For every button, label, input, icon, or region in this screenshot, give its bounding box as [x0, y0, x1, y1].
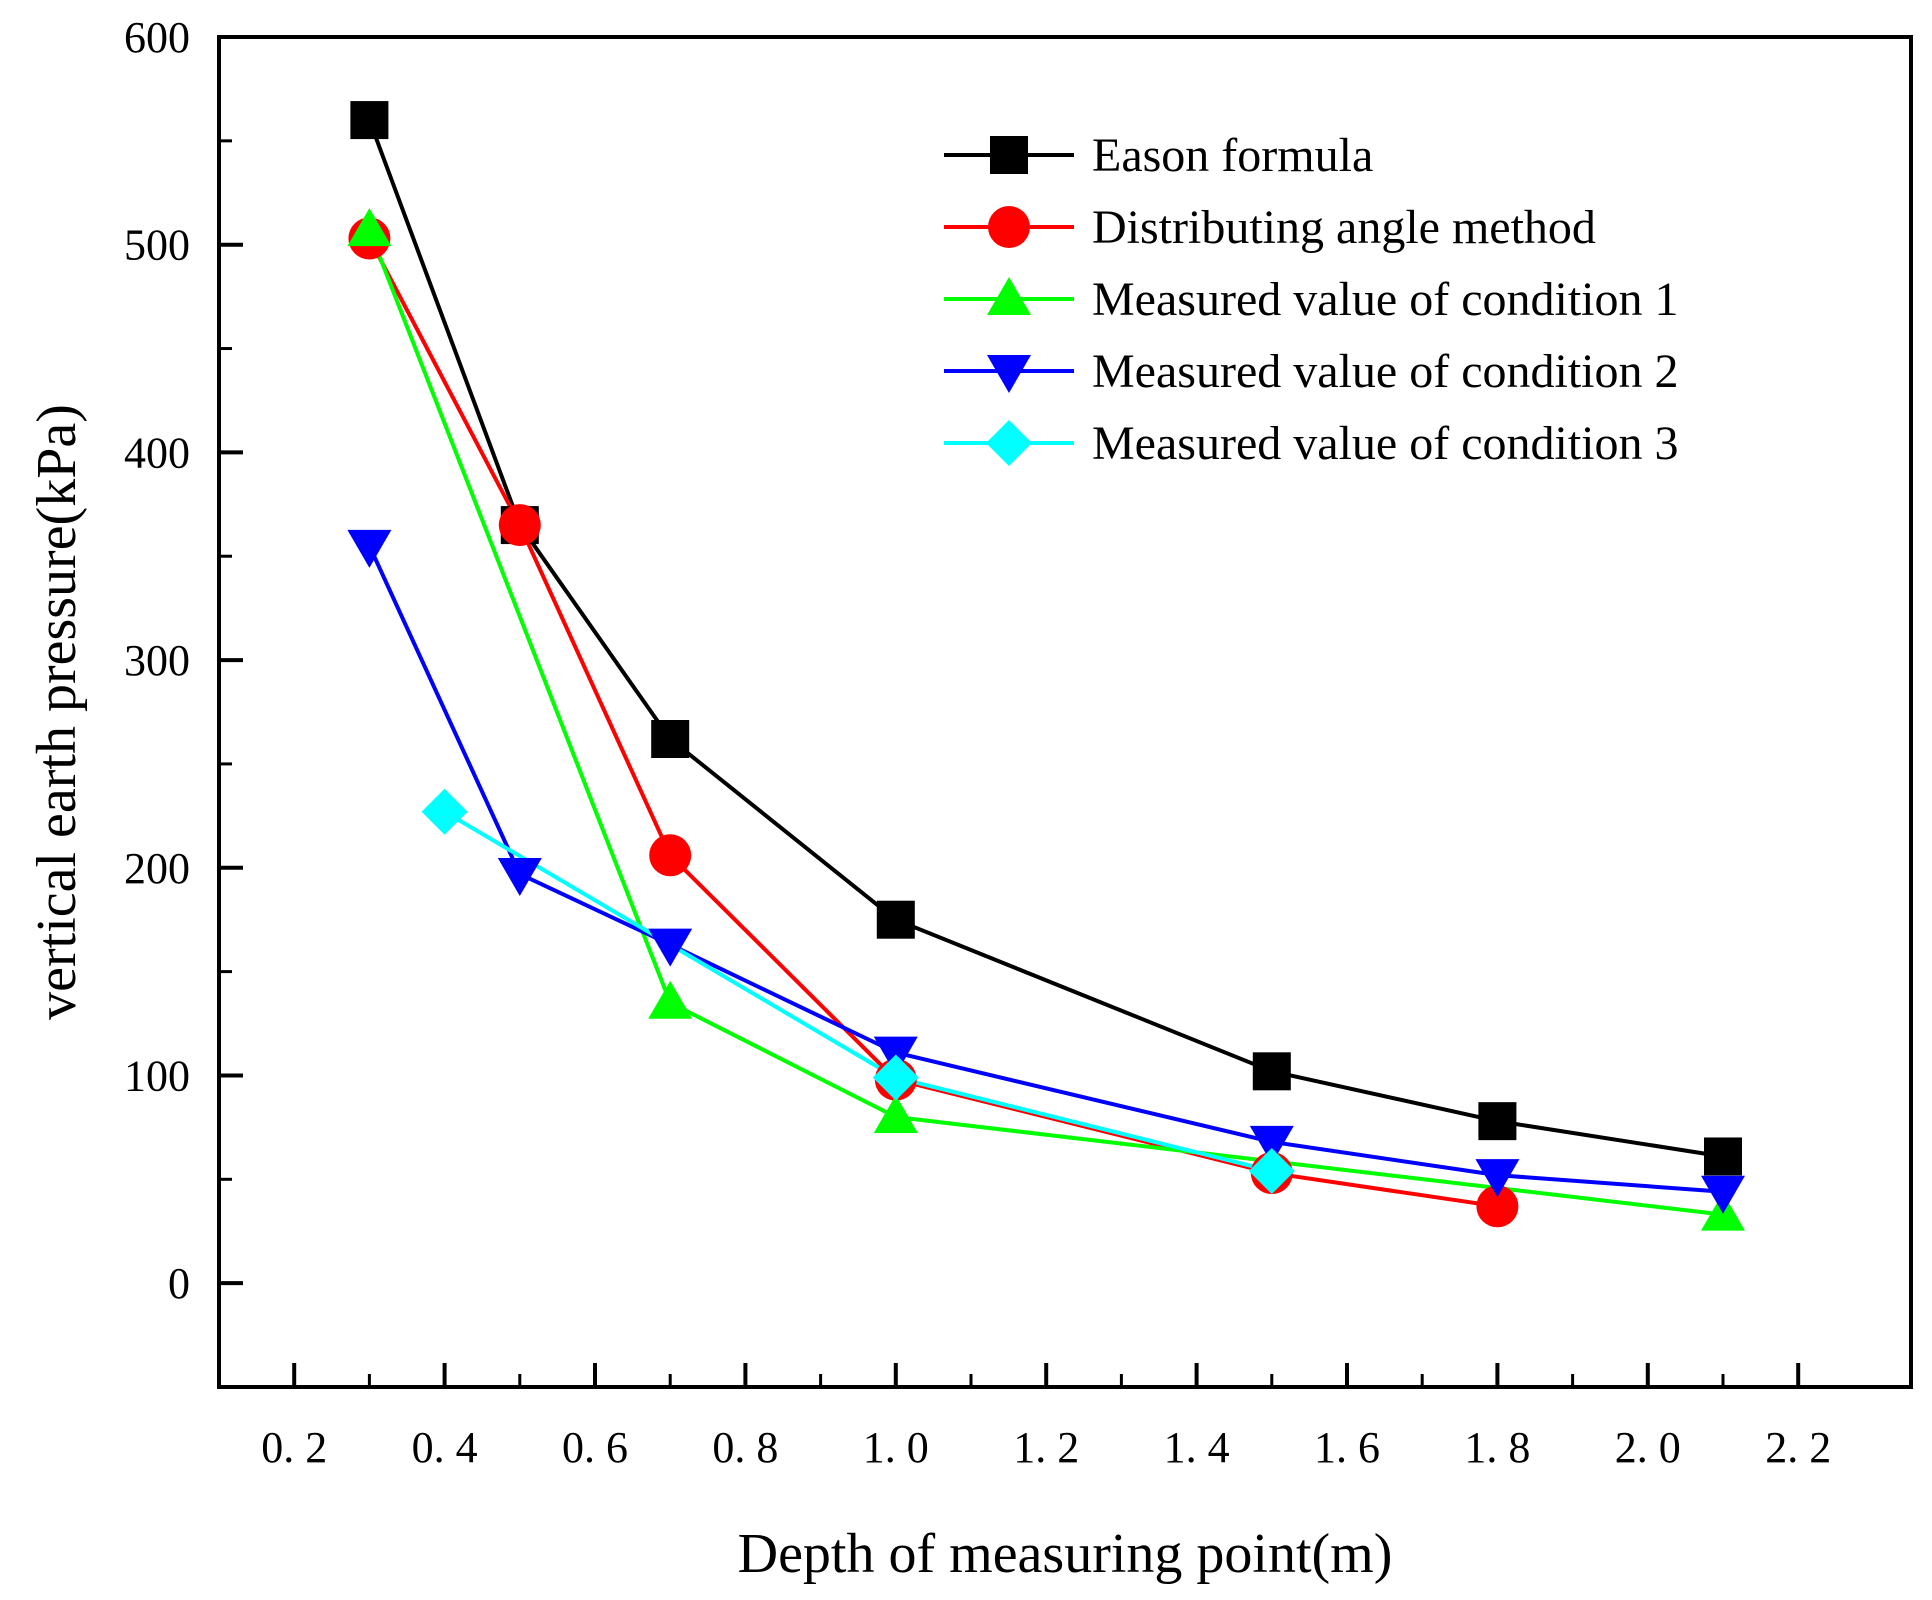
legend-marker-1: [990, 136, 1028, 174]
legend-marker-4: [987, 355, 1031, 393]
legend-label-3: Measured value of condition 1: [1092, 273, 1679, 326]
series-2-line: [367, 237, 1498, 1209]
series-2-point: [1476, 1185, 1519, 1228]
series-1-point: [651, 720, 690, 758]
y-tick-label: 300: [124, 636, 190, 685]
legend-marker-2: [988, 206, 1030, 248]
y-tick-label: 200: [124, 844, 190, 893]
series-4-point: [347, 529, 392, 568]
y-tick-label: 400: [124, 428, 190, 477]
x-tick-label: 1. 2: [1013, 1423, 1079, 1472]
legend-marker-3: [987, 277, 1031, 315]
series-4-point: [497, 858, 542, 896]
series-3-point: [347, 208, 392, 247]
legend-label-4: Measured value of condition 2: [1092, 345, 1679, 398]
series-3-point: [873, 1095, 918, 1133]
legend-label-5: Measured value of condition 3: [1092, 417, 1679, 470]
x-tick-label: 2. 2: [1765, 1423, 1831, 1472]
series-4-point: [1701, 1175, 1745, 1214]
series-3-point: [648, 980, 693, 1019]
series-1-point: [876, 900, 915, 939]
series-1-point: [1704, 1137, 1742, 1176]
legend-marker-5: [986, 420, 1032, 466]
series-layer: [347, 101, 1745, 1231]
series-5-point: [872, 1054, 919, 1101]
x-axis-title: Depth of measuring point(m): [738, 1523, 1393, 1585]
y-axis: 0 100 200 300 400 500 600: [124, 13, 243, 1389]
y-axis-title: vertical earth pressure(kPa): [26, 404, 88, 1020]
x-tick-label: 2. 0: [1615, 1423, 1681, 1472]
x-tick-label: 0. 8: [712, 1423, 778, 1472]
series-3-line: [367, 229, 1724, 1217]
series-5-point: [1248, 1148, 1295, 1194]
x-tick-label: 0. 6: [562, 1423, 628, 1472]
series-4-point: [648, 928, 693, 967]
series-5-point: [421, 788, 468, 835]
series-4-point: [1249, 1125, 1294, 1164]
series-2-point: [498, 504, 541, 547]
x-tick-label: 0. 2: [261, 1423, 327, 1472]
x-tick-label: 0. 4: [412, 1423, 478, 1472]
x-tick-label: 1. 0: [863, 1423, 929, 1472]
x-tick-label: 1. 4: [1164, 1423, 1230, 1472]
x-tick-label: 1. 8: [1464, 1423, 1530, 1472]
y-tick-label: 100: [124, 1051, 190, 1100]
x-tick-label: 1. 6: [1314, 1423, 1380, 1472]
series-1-point: [1478, 1102, 1517, 1141]
y-tick-label: 500: [124, 221, 190, 270]
legend-label-1: Eason formula: [1092, 129, 1373, 182]
y-tick-label: 0: [168, 1259, 190, 1308]
series-1-point: [350, 101, 389, 140]
y-tick-label: 600: [124, 13, 190, 62]
series-4-point: [1475, 1159, 1520, 1198]
series-2-point: [649, 834, 692, 877]
x-axis: 0. 2 0. 4 0. 6 0. 8 1. 0 1. 2 1. 4 1. 6 1. 8 2. 0…: [261, 1363, 1831, 1472]
plot-frame: [217, 35, 1913, 1389]
series-1-point: [1252, 1052, 1291, 1091]
legend-label-2: Distributing angle method: [1092, 201, 1596, 254]
legend: Eason formula Distributing angle method Me…: [944, 129, 1679, 470]
